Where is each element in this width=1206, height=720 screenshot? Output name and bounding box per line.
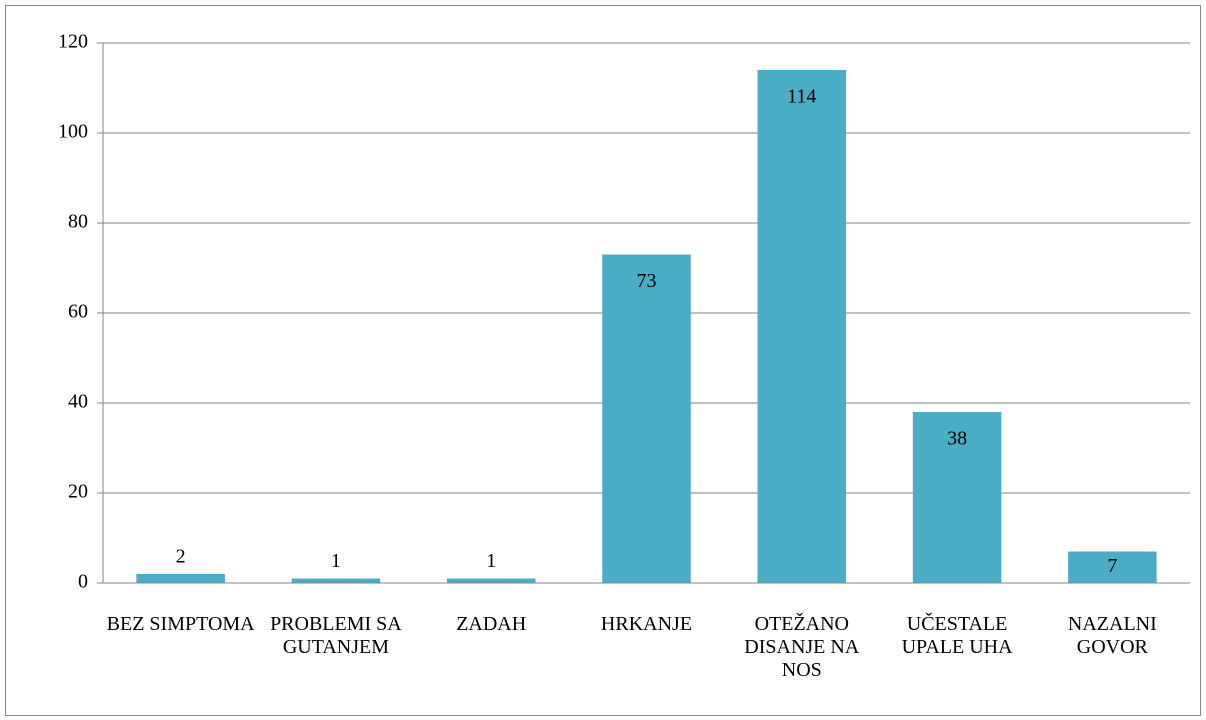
chart-frame (5, 5, 1201, 716)
x-tick-label: BEZ SIMPTOMA (106, 613, 255, 635)
bar (912, 412, 1002, 583)
y-tick-label: 80 (68, 211, 88, 233)
data-label: 2 (176, 546, 186, 568)
data-label: 1 (486, 550, 496, 572)
bar (291, 578, 381, 583)
data-label: 114 (787, 86, 816, 108)
data-label: 7 (1107, 555, 1117, 577)
y-tick-label: 120 (58, 31, 88, 53)
data-label: 73 (637, 270, 657, 292)
y-tick-label: 100 (58, 121, 88, 143)
x-tick-label: NAZALNI GOVOR (1067, 613, 1157, 658)
y-tick-label: 0 (78, 571, 88, 593)
y-tick-label: 40 (68, 391, 88, 413)
bar (446, 578, 536, 583)
bar (1068, 551, 1157, 583)
data-label: 1 (331, 550, 341, 572)
x-tick-label: UČESTALE UPALE UHA (901, 613, 1013, 658)
bar (757, 70, 847, 583)
x-tick-label: HRKANJE (600, 613, 693, 635)
data-label: 38 (947, 428, 967, 450)
x-tick-label: PROBLEMI SA GUTANJEM (270, 613, 402, 658)
x-tick-label: ZADAH (456, 613, 527, 635)
bar (136, 574, 225, 583)
y-tick-label: 60 (68, 301, 88, 323)
bar (602, 254, 691, 583)
y-tick-label: 20 (68, 481, 88, 503)
x-tick-label: OTEŽANO DISANJE NA NOS (744, 613, 860, 681)
